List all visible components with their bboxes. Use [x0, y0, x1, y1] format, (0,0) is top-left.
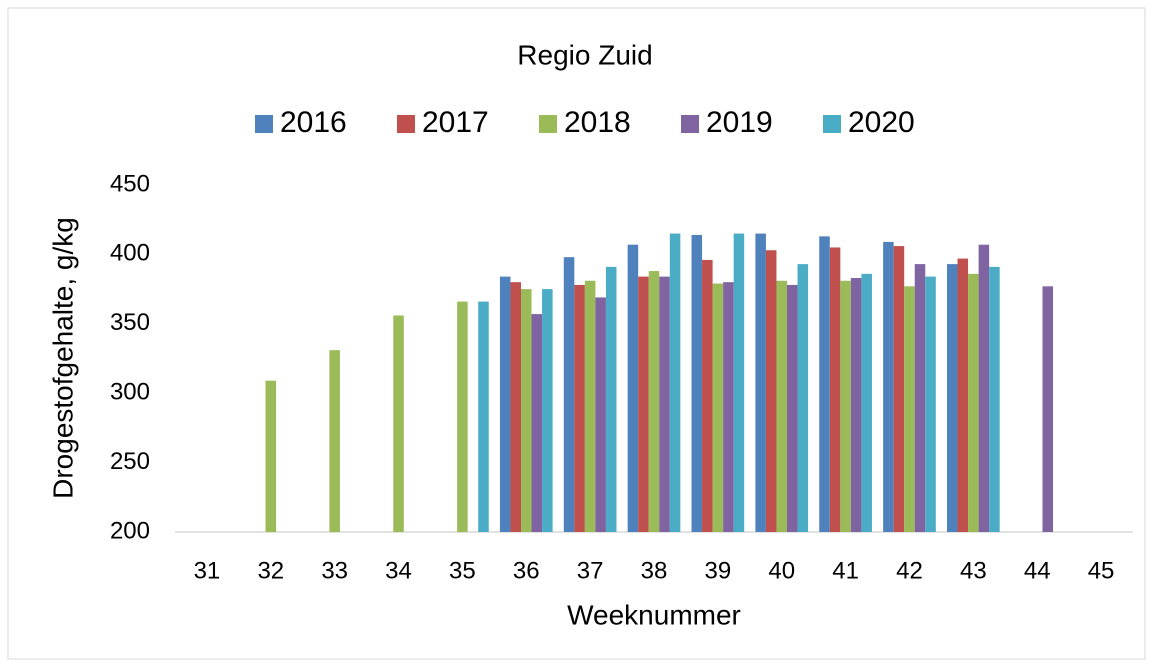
bar: [574, 284, 585, 532]
bar: [893, 246, 905, 532]
x-tick-label: 34: [385, 557, 412, 584]
bar: [776, 280, 788, 532]
bar: [638, 276, 649, 532]
bar: [946, 264, 958, 532]
x-tick-label: 37: [577, 557, 604, 584]
bar: [329, 350, 340, 532]
x-tick-label: 40: [768, 557, 795, 584]
bar: [723, 282, 734, 532]
x-tick-label: 36: [513, 557, 540, 584]
bar: [765, 250, 777, 532]
legend-swatch: [539, 115, 557, 133]
bar: [914, 264, 926, 532]
y-tick-label: 450: [110, 170, 150, 197]
bar: [733, 233, 745, 532]
bar: [265, 380, 277, 532]
bar: [850, 277, 862, 532]
bar: [691, 234, 703, 532]
x-tick-label: 32: [257, 557, 284, 584]
bar: [819, 236, 830, 532]
bar: [840, 280, 851, 532]
bar: [861, 273, 872, 532]
x-tick-label: 44: [1024, 557, 1051, 584]
bar: [659, 276, 670, 532]
bar: [584, 280, 596, 532]
bar: [925, 276, 936, 532]
bar: [787, 284, 798, 532]
y-tick-label: 400: [110, 240, 150, 267]
bar: [605, 266, 617, 532]
x-axis-label: Weeknummer: [567, 599, 741, 630]
x-tick-label: 39: [705, 557, 732, 584]
bar: [542, 289, 553, 532]
legend-label: 2018: [564, 106, 631, 139]
x-tick-label: 35: [449, 557, 476, 584]
x-tick-label: 38: [641, 557, 668, 584]
legend-label: 2016: [280, 106, 347, 139]
chart-title: Regio Zuid: [517, 39, 652, 70]
bar: [883, 241, 894, 532]
bar: [712, 283, 724, 532]
bar: [595, 297, 606, 532]
bar: [1042, 286, 1054, 532]
y-tick-label: 300: [110, 379, 150, 406]
x-tick-label: 43: [960, 557, 987, 584]
legend-swatch: [397, 115, 415, 133]
bar: [702, 259, 713, 532]
bar: [478, 301, 489, 532]
bar: [520, 289, 532, 532]
bar: [669, 233, 681, 532]
x-tick-label: 33: [321, 557, 348, 584]
bar: [627, 244, 639, 532]
legend-label: 2020: [848, 106, 915, 139]
bar: [563, 257, 575, 532]
bar: [968, 273, 979, 532]
x-tick-label: 31: [194, 557, 221, 584]
y-tick-label: 350: [110, 309, 150, 336]
x-tick-label: 45: [1088, 557, 1115, 584]
bar: [393, 315, 404, 532]
legend-label: 2019: [706, 106, 773, 139]
bar: [510, 282, 521, 532]
bar: [755, 233, 766, 532]
legend-swatch: [823, 115, 841, 133]
legend-label: 2017: [422, 106, 489, 139]
bar: [957, 258, 969, 532]
bar: [829, 247, 841, 532]
bar: [989, 266, 1000, 532]
bar: [457, 301, 468, 532]
bar: [978, 244, 990, 532]
y-tick-label: 250: [110, 448, 150, 475]
y-tick-label: 200: [110, 517, 150, 544]
bar: [648, 271, 660, 532]
x-tick-label: 41: [832, 557, 859, 584]
x-tick-label: 42: [896, 557, 923, 584]
bar: [904, 286, 915, 532]
legend-swatch: [255, 115, 273, 133]
bar: [499, 276, 511, 532]
bar: [797, 264, 809, 532]
legend-swatch: [681, 115, 699, 133]
bar: [531, 314, 543, 532]
y-axis-label: Drogestofgehalte, g/kg: [47, 217, 78, 499]
